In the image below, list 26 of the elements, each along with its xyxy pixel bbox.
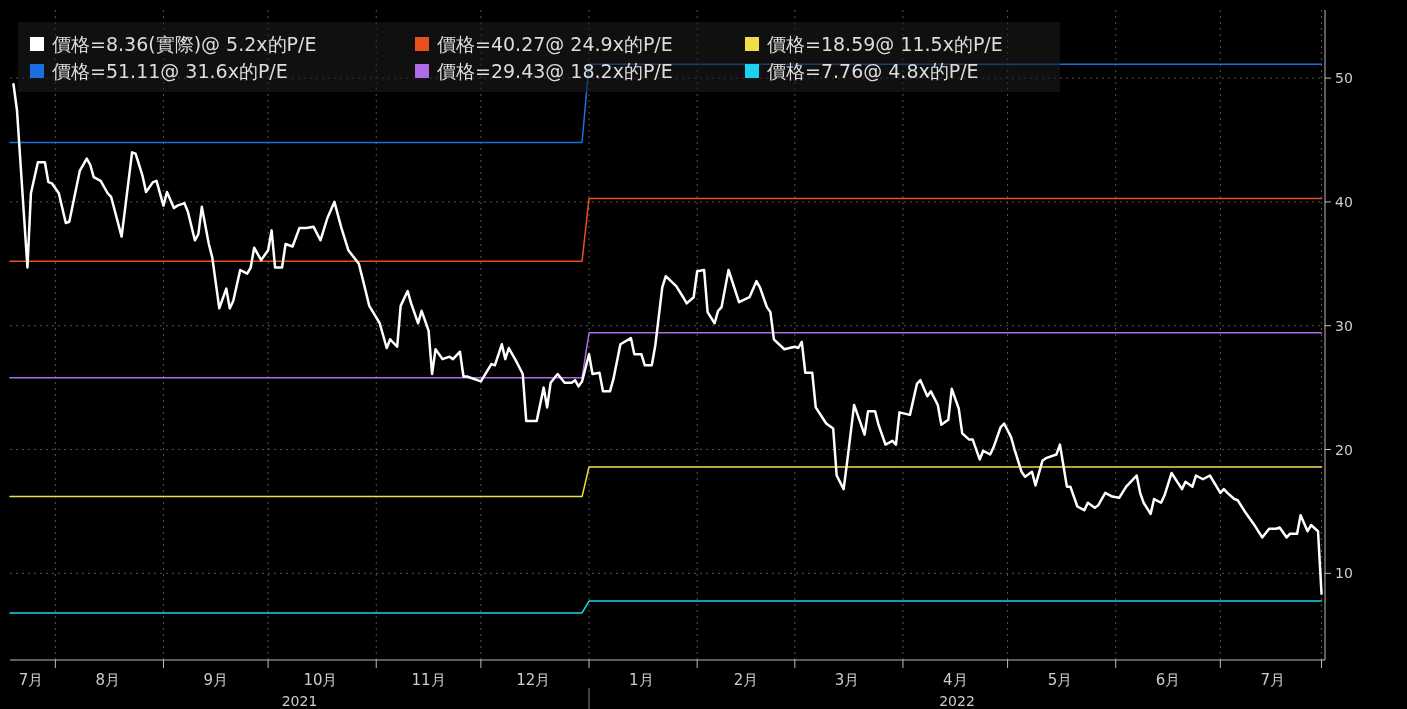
y-tick-label: 30: [1335, 317, 1353, 334]
x-tick-label: 3月: [834, 671, 860, 689]
legend-label: 價格=51.11@ 31.6x的P/E: [52, 60, 288, 82]
legend-label: 價格=18.59@ 11.5x的P/E: [767, 33, 1003, 55]
x-tick-label: 12月: [516, 671, 551, 689]
legend-label: 價格=8.36(實際)@ 5.2x的P/E: [52, 33, 317, 55]
x-tick-label: 9月: [203, 671, 229, 689]
text: 2022: [939, 693, 975, 709]
x-tick-label: 6月: [1155, 671, 1181, 689]
x-tick-label: 7月: [18, 671, 44, 689]
legend-label: 價格=40.27@ 24.9x的P/E: [437, 33, 673, 55]
legend-label: 價格=29.43@ 18.2x的P/E: [437, 60, 673, 82]
x-tick-label: 10月: [303, 671, 338, 689]
x-tick-label: 1月: [629, 671, 654, 689]
text: 2021: [281, 693, 318, 709]
y-tick-label: 50: [1335, 70, 1353, 87]
legend-label: 價格=7.76@ 4.8x的P/E: [767, 60, 979, 82]
x-tick-label: 4月: [942, 671, 968, 689]
x-tick-label: 2月: [733, 671, 759, 689]
x-tick-label: 11月: [411, 671, 446, 689]
y-tick-label: 40: [1335, 193, 1353, 210]
x-tick-label: 8月: [95, 671, 120, 689]
y-tick-label: 20: [1335, 441, 1353, 458]
x-tick-label: 5月: [1047, 671, 1073, 689]
y-tick-label: 10: [1335, 565, 1353, 582]
x-tick-label: 7月: [1260, 671, 1285, 689]
